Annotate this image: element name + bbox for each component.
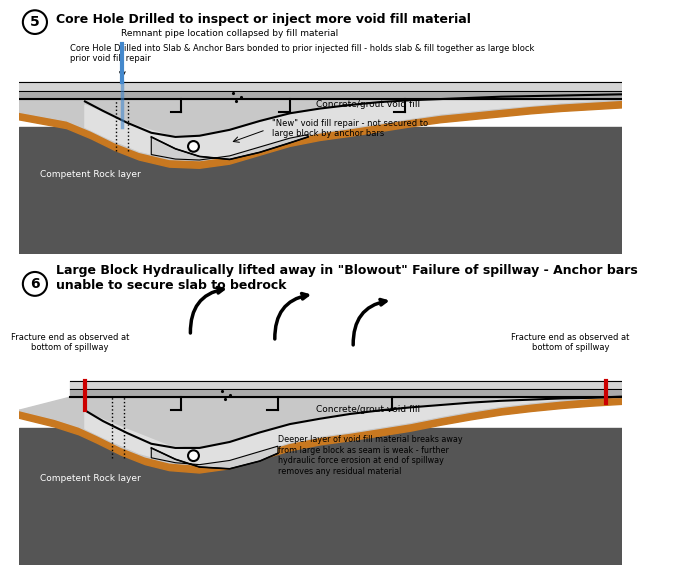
Polygon shape <box>151 446 278 469</box>
Polygon shape <box>19 91 622 99</box>
Circle shape <box>188 141 199 152</box>
Text: "New" void fill repair - not secured to
large block by anchor bars: "New" void fill repair - not secured to … <box>272 119 428 138</box>
Text: Remnant pipe location collapsed by fill material: Remnant pipe location collapsed by fill … <box>121 30 338 38</box>
Polygon shape <box>70 380 622 389</box>
Text: Fracture end as observed at
bottom of spillway: Fracture end as observed at bottom of sp… <box>10 333 129 352</box>
Text: Concrete/grout void fill: Concrete/grout void fill <box>316 100 421 110</box>
Polygon shape <box>85 396 622 464</box>
Text: 5: 5 <box>30 15 40 29</box>
Circle shape <box>188 451 199 461</box>
Text: 6: 6 <box>30 277 40 291</box>
Text: Core Hole Drilled into Slab &
prior void fill repair: Core Hole Drilled into Slab & prior void… <box>70 44 190 63</box>
Polygon shape <box>70 389 622 397</box>
Polygon shape <box>19 428 622 565</box>
Text: Anchor Bars bonded to prior injected fill - holds slab & fill together as large : Anchor Bars bonded to prior injected fil… <box>193 44 535 53</box>
Text: Deeper layer of void fill material breaks away
from large block as seam is weak : Deeper layer of void fill material break… <box>278 436 463 476</box>
Text: Large Block Hydraulically lifted away in "Blowout" Failure of spillway - Anchor : Large Block Hydraulically lifted away in… <box>56 264 638 292</box>
Text: Core Hole Drilled to inspect or inject more void fill material: Core Hole Drilled to inspect or inject m… <box>56 13 471 26</box>
Text: Competent Rock layer: Competent Rock layer <box>40 475 141 484</box>
Circle shape <box>23 10 47 34</box>
Polygon shape <box>85 94 622 159</box>
Circle shape <box>23 272 47 296</box>
Polygon shape <box>19 100 622 168</box>
Text: Concrete/grout void fill: Concrete/grout void fill <box>316 405 421 413</box>
Polygon shape <box>19 397 622 465</box>
Text: Fracture end as observed at
bottom of spillway: Fracture end as observed at bottom of sp… <box>511 333 629 352</box>
Polygon shape <box>151 135 308 160</box>
Polygon shape <box>19 99 622 160</box>
Polygon shape <box>19 82 622 91</box>
Text: Competent Rock layer: Competent Rock layer <box>40 170 141 179</box>
Polygon shape <box>19 127 622 254</box>
Polygon shape <box>19 397 622 473</box>
